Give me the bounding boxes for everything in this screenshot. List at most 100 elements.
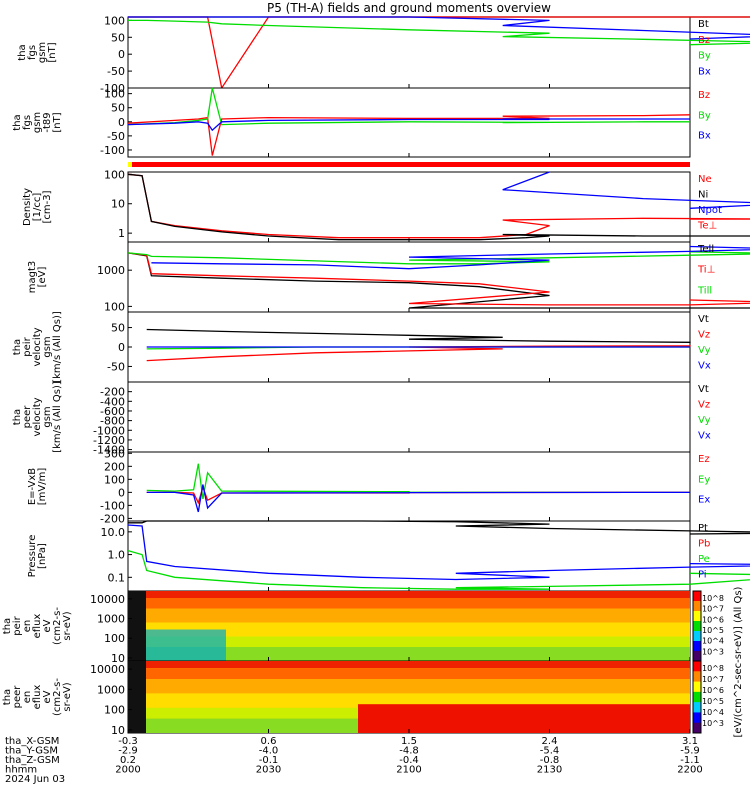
y-axis-label: en xyxy=(22,691,33,704)
legend-entry: Ez xyxy=(698,454,710,465)
ephemeris-value: -2.9 xyxy=(118,746,138,757)
panel-9: tha peir en eflux eV (cm2-s-sr-eV) 10000 1000 10… xyxy=(2,590,691,665)
y-axis-label: E=-VxB xyxy=(27,468,38,505)
ephemeris-value: -5.4 xyxy=(540,746,560,757)
ephemeris-value: -1.1 xyxy=(680,755,700,766)
legend-entry: Ex xyxy=(698,495,710,506)
legend-entry: Vt xyxy=(698,384,709,395)
y-tick-label: 10 xyxy=(111,724,125,737)
status-bar-marker xyxy=(128,162,132,167)
y-tick-label: -100 xyxy=(100,82,125,95)
y-axis-label: gsm xyxy=(42,336,53,357)
colorbar-segment xyxy=(693,641,701,652)
y-tick-label: -50 xyxy=(107,130,125,143)
colorbar-segment xyxy=(693,591,701,602)
y-tick-label: 300 xyxy=(104,447,125,460)
ephemeris-label: tha_Y-GSM xyxy=(5,746,58,757)
colorbar-segment xyxy=(693,691,701,703)
y-axis-label: tha xyxy=(12,114,23,130)
y-axis-label: [1/cc] xyxy=(32,193,43,222)
y-tick-label: 200 xyxy=(104,460,125,473)
legend-entry: Pb xyxy=(698,539,710,550)
y-tick-label: 10.0 xyxy=(101,526,126,539)
y-axis-label: peer xyxy=(22,405,33,429)
ephemeris-label: hhmm xyxy=(5,765,37,776)
series-line-Ex xyxy=(146,484,690,513)
panel-frame xyxy=(127,241,691,313)
series-line-Bx xyxy=(127,118,690,132)
ephemeris-label: tha_Z-GSM xyxy=(5,755,60,766)
y-tick-label: 100 xyxy=(104,473,125,486)
y-axis-label: fgs xyxy=(22,115,33,130)
ephemeris-value: 2.4 xyxy=(542,736,558,747)
colorbar-segment xyxy=(693,681,701,693)
ephemeris-value: -0.4 xyxy=(399,755,419,766)
y-tick-label: -600 xyxy=(100,405,125,418)
chart-title: P5 (TH-A) fields and ground moments over… xyxy=(267,1,551,15)
y-tick-label: -200 xyxy=(100,386,125,399)
colorbar-segment xyxy=(693,601,701,612)
legend-entry: Ni xyxy=(698,190,708,201)
y-tick-label: -1000 xyxy=(93,424,125,437)
y-tick-label: -800 xyxy=(100,415,125,428)
y-axis-label: [km/s (All Qs)] xyxy=(52,311,63,383)
y-tick-label: -400 xyxy=(100,395,125,408)
ephemeris-value: 1.5 xyxy=(401,736,417,747)
y-axis-label: [nT] xyxy=(52,112,63,132)
series-line-Pi xyxy=(127,524,750,581)
y-tick-label: 100 xyxy=(104,14,125,27)
colorbar-tick-label: 10^4 xyxy=(702,708,724,717)
y-tick-label: 50 xyxy=(111,102,125,115)
ephemeris-value: 0.2 xyxy=(120,755,136,766)
heatmap-band xyxy=(128,591,690,598)
y-axis-label: -t89 xyxy=(42,112,53,132)
y-tick-label: 100 xyxy=(104,632,125,645)
panel-10: tha peer en eflux eV (cm2-s-sr-eV) 10000 1000 10… xyxy=(2,660,691,737)
y-axis-label: [nPa] xyxy=(37,543,48,569)
heatmap-band xyxy=(128,661,690,669)
ephemeris-date: 2024 Jun 03 xyxy=(5,774,65,785)
ephemeris-value: 2030 xyxy=(256,765,281,776)
legend-entry: Bt xyxy=(698,19,709,30)
panel-frame xyxy=(127,381,691,453)
legend-entry: Npot xyxy=(698,205,722,216)
y-axis-label: peir xyxy=(22,336,33,356)
heatmap-band xyxy=(128,622,690,637)
colorbar-tick-label: 10^8 xyxy=(702,664,724,673)
y-axis-label: Pressure xyxy=(27,535,38,578)
ephemeris-value: -4.0 xyxy=(259,746,279,757)
status-bar xyxy=(128,162,690,167)
y-tick-label: 0.1 xyxy=(108,571,126,584)
y-tick-label: 0 xyxy=(118,486,125,499)
y-axis-label: [cm-3] xyxy=(42,190,53,223)
y-tick-label: 1000 xyxy=(97,683,125,696)
legend-entry: Bz xyxy=(698,90,710,101)
legend-entry: Vy xyxy=(698,345,711,356)
series-line-By xyxy=(127,87,690,126)
ephemeris-value: -0.1 xyxy=(259,755,279,766)
series-line-Bx xyxy=(128,16,750,40)
colorbar-tick-label: 10^3 xyxy=(702,719,724,728)
ephemeris-value: 0.6 xyxy=(261,736,277,747)
heatmap-band xyxy=(128,679,690,694)
y-tick-label: 0 xyxy=(118,341,125,354)
legend-entry: Vz xyxy=(698,330,710,341)
series-line-By xyxy=(128,19,750,46)
legend-entry: Bz xyxy=(698,35,710,46)
y-axis-label: velocity xyxy=(32,397,43,436)
y-axis-label: tha xyxy=(17,44,28,60)
y-axis-label: velocity xyxy=(32,327,43,366)
panel-frame xyxy=(127,16,691,89)
legend-entry: Pt xyxy=(698,523,708,534)
y-tick-label: 1000 xyxy=(97,264,125,277)
legend-entry: Ne xyxy=(698,174,712,185)
colorbar-label: [eV/(cm^2-sec-sr-eV)] (All Qs) xyxy=(733,586,744,737)
y-tick-label: 0 xyxy=(118,48,125,61)
y-axis-label: (cm2-s- xyxy=(52,678,63,716)
legend-entry: Vy xyxy=(698,415,711,426)
y-tick-label: -50 xyxy=(107,65,125,78)
colorbar-segment xyxy=(693,631,701,642)
y-axis-label: tha xyxy=(12,339,23,355)
